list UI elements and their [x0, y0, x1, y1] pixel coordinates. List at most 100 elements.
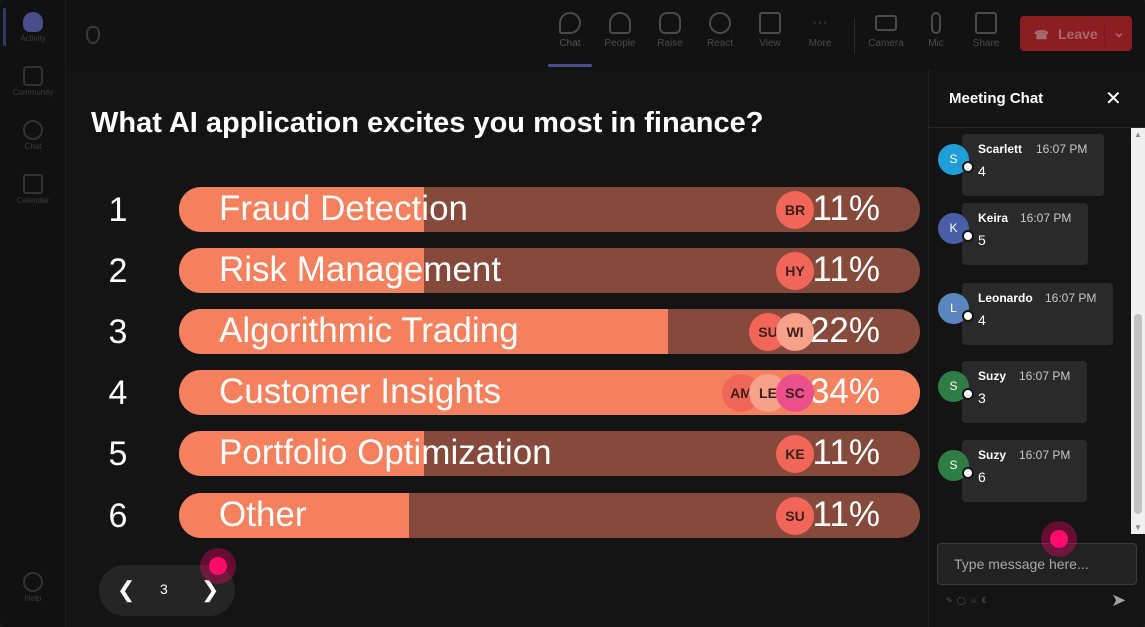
message-timestamp: 16:07 PM	[1036, 142, 1088, 156]
rail-item-activity[interactable]: Activity	[0, 12, 66, 43]
raise-button-label: Raise	[657, 38, 683, 49]
message-sender: Suzy	[978, 448, 1007, 462]
chevron-down-icon[interactable]: ⌄	[1113, 24, 1125, 40]
poll-option-row[interactable]: 4 Customer Insights AM LE SC 34%	[66, 370, 928, 415]
bell-icon	[23, 12, 43, 32]
chat-message: Suzy 16:07 PM 6 S	[929, 440, 1129, 502]
option-label: Algorithmic Trading	[219, 311, 519, 350]
presence-status-icon	[962, 310, 974, 322]
option-percent: 11%	[812, 495, 880, 534]
poll-option-row[interactable]: 3 Algorithmic Trading SU WI 22%	[66, 309, 928, 354]
rail-label-calendar: Calendar	[16, 196, 50, 205]
rail-label-chat: Chat	[24, 142, 42, 151]
mic-button[interactable]: Mic	[914, 10, 958, 62]
scroll-up-arrow-icon[interactable]: ▲	[1134, 130, 1142, 139]
page-number: 3	[160, 581, 168, 597]
poll-question: What AI application excites you most in …	[91, 107, 764, 139]
close-icon[interactable]: ✕	[1105, 88, 1122, 110]
chat-message: Leonardo 16:07 PM 4 L	[929, 283, 1129, 345]
view-button[interactable]: View	[748, 10, 792, 62]
message-bubble: Scarlett 16:07 PM 4	[962, 134, 1104, 196]
rail-item-help[interactable]: Help	[0, 572, 66, 603]
presence-status-icon	[962, 388, 974, 400]
voter-avatar: HY	[776, 252, 814, 290]
chat-icon	[23, 120, 43, 140]
message-timestamp: 16:07 PM	[1019, 448, 1071, 462]
option-number: 1	[108, 191, 128, 229]
chevron-left-icon[interactable]: ❮	[117, 577, 136, 602]
more-button[interactable]: ··· More	[798, 10, 842, 62]
share-screen-icon	[975, 12, 997, 34]
rail-label-activity: Activity	[20, 34, 46, 43]
voter-avatar: SC	[776, 374, 814, 412]
pointer-cursor-marker	[200, 548, 236, 584]
formatting-icons[interactable]: ✎◯☺€	[946, 596, 991, 605]
message-sender: Scarlett	[978, 142, 1023, 156]
option-percent: 22%	[809, 311, 880, 350]
poll-option-row[interactable]: 5 Portfolio Optimization KE 11%	[66, 431, 928, 476]
people-button[interactable]: People	[598, 10, 642, 62]
option-label: Portfolio Optimization	[219, 433, 552, 472]
rail-item-community[interactable]: Community	[0, 66, 66, 97]
option-label: Fraud Detection	[219, 189, 469, 228]
presence-status-icon	[962, 230, 974, 242]
message-text: 5	[978, 232, 986, 248]
option-label: Other	[219, 495, 307, 534]
leave-button[interactable]: ☎ Leave ⌄	[1020, 16, 1132, 51]
camera-off-icon	[875, 15, 897, 31]
left-rail: Activity Community Chat Calendar Help	[0, 0, 66, 627]
emoji-icon	[709, 12, 731, 34]
rail-item-calendar[interactable]: Calendar	[0, 174, 66, 205]
chat-message: Scarlett 16:07 PM 4 S	[929, 134, 1129, 196]
microphone-icon	[931, 12, 941, 34]
voter-avatar: KE	[776, 435, 814, 473]
rail-label-help: Help	[24, 594, 42, 603]
option-number: 2	[108, 252, 128, 290]
share-button[interactable]: Share	[964, 10, 1008, 62]
chat-message-input[interactable]	[937, 543, 1137, 585]
chat-bubble-icon	[559, 12, 581, 34]
message-sender: Keira	[978, 211, 1009, 225]
option-number: 6	[108, 497, 128, 535]
view-button-label: View	[759, 38, 781, 49]
send-icon[interactable]: ➤	[1111, 590, 1127, 610]
poll-option-row[interactable]: 2 Risk Management HY 11%	[66, 248, 928, 293]
option-percent: 11%	[812, 189, 880, 228]
chat-message: Suzy 16:07 PM 3 S	[929, 361, 1129, 423]
camera-button[interactable]: Camera	[864, 10, 908, 62]
meeting-chat-panel: Meeting Chat ✕ Scarlett 16:07 PM 4 S Keira 16…	[928, 70, 1145, 627]
scrollbar-thumb[interactable]	[1134, 314, 1142, 514]
message-sender: Leonardo	[978, 291, 1033, 305]
option-percent: 11%	[812, 433, 880, 472]
help-icon	[23, 572, 43, 592]
rail-active-indicator	[3, 8, 6, 46]
camera-button-label: Camera	[868, 38, 904, 49]
poll-option-row[interactable]: 6 Other SU 11%	[66, 493, 928, 538]
chevron-right-icon[interactable]: ❯	[201, 577, 220, 602]
chat-header-divider	[929, 127, 1145, 128]
shield-icon	[86, 26, 100, 44]
rail-item-chat[interactable]: Chat	[0, 120, 66, 151]
presence-status-icon	[962, 161, 974, 173]
message-bubble: Keira 16:07 PM 5	[962, 203, 1088, 265]
chat-button[interactable]: Chat	[548, 10, 592, 67]
toolbar-divider	[854, 18, 855, 54]
option-number: 5	[108, 435, 128, 473]
message-timestamp: 16:07 PM	[1020, 211, 1072, 225]
chat-scrollbar[interactable]: ▲ ▼	[1131, 128, 1145, 534]
calendar-icon	[23, 174, 43, 194]
raise-hand-button[interactable]: Raise	[648, 10, 692, 62]
react-button[interactable]: React	[698, 10, 742, 62]
message-timestamp: 16:07 PM	[1045, 291, 1097, 305]
poll-stage: What AI application excites you most in …	[66, 70, 928, 627]
voter-avatar: WI	[776, 313, 814, 351]
option-percent: 11%	[812, 250, 880, 289]
presence-status-icon	[962, 467, 974, 479]
scroll-down-arrow-icon[interactable]: ▼	[1134, 523, 1142, 532]
poll-option-row[interactable]: 1 Fraud Detection BR 11%	[66, 187, 928, 232]
voter-avatar: SU	[776, 497, 814, 535]
option-bar-fill	[179, 187, 424, 232]
option-bar	[179, 493, 920, 538]
react-button-label: React	[706, 38, 734, 49]
